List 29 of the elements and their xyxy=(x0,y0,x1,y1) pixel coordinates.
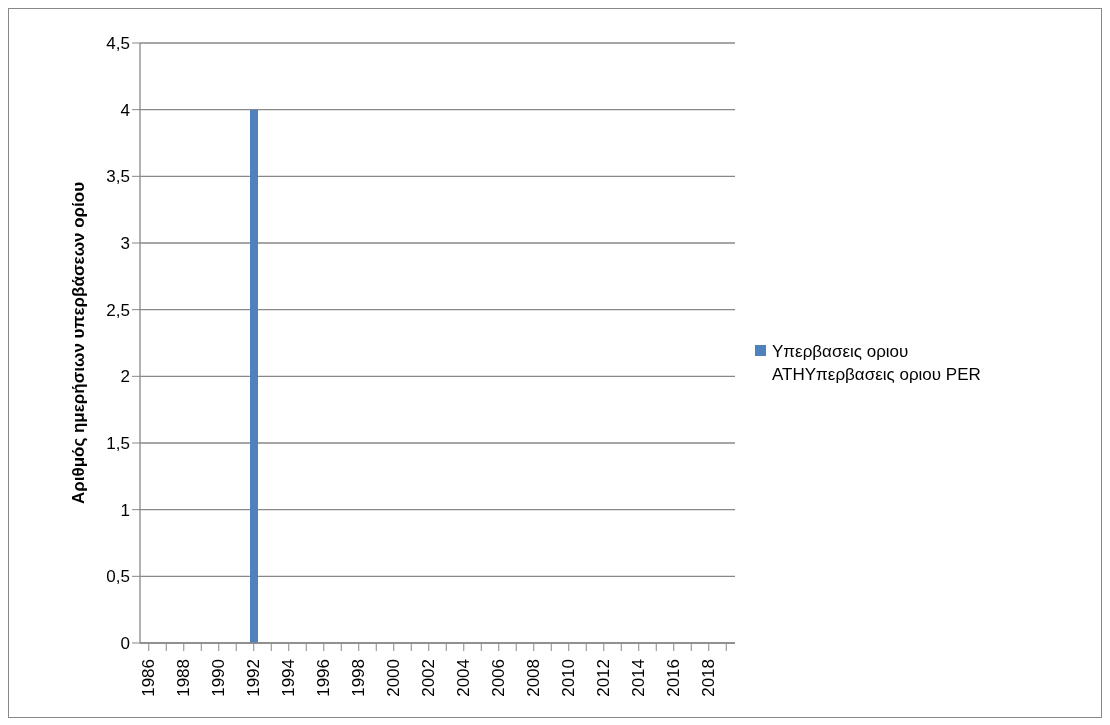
x-tick-label: 1988 xyxy=(173,659,193,697)
x-tick-label: 2008 xyxy=(523,659,543,697)
x-tick-label: 2006 xyxy=(488,659,508,697)
x-tick-label: 1986 xyxy=(138,659,158,697)
x-tick-label: 1996 xyxy=(313,659,333,697)
y-tick-label: 2,5 xyxy=(106,300,130,320)
y-tick-label: 1 xyxy=(120,500,130,520)
x-tick-label: 1998 xyxy=(348,659,368,697)
legend-label: Υπερβασεις οριου ATHΥπερβασεις οριου PER xyxy=(772,340,982,386)
x-tick-label: 2018 xyxy=(698,659,718,697)
y-tick-label: 2 xyxy=(120,367,130,387)
x-tick-label: 2010 xyxy=(558,659,578,697)
y-tick-label: 0,5 xyxy=(106,567,130,587)
y-tick-label: 3,5 xyxy=(106,167,130,187)
y-tick-label: 4 xyxy=(120,100,130,120)
x-tick-label: 2016 xyxy=(663,659,683,697)
y-axis-title: Αριθμός ημερήσιων υπερβάσεων ορίου xyxy=(69,181,89,505)
x-tick-label: 1992 xyxy=(243,659,263,697)
x-tick-label: 2002 xyxy=(418,659,438,697)
y-tick-label: 1,5 xyxy=(106,434,130,454)
y-tick-label: 3 xyxy=(120,234,130,254)
x-tick-label: 2000 xyxy=(383,659,403,697)
y-tick-label: 0 xyxy=(120,634,130,654)
x-tick-label: 2014 xyxy=(628,659,648,697)
x-tick-label: 1994 xyxy=(278,659,298,697)
x-tick-label: 2012 xyxy=(593,659,613,697)
x-tick-label: 1990 xyxy=(208,659,228,697)
y-tick-label: 4,5 xyxy=(106,34,130,54)
x-tick-label: 2004 xyxy=(453,659,473,697)
